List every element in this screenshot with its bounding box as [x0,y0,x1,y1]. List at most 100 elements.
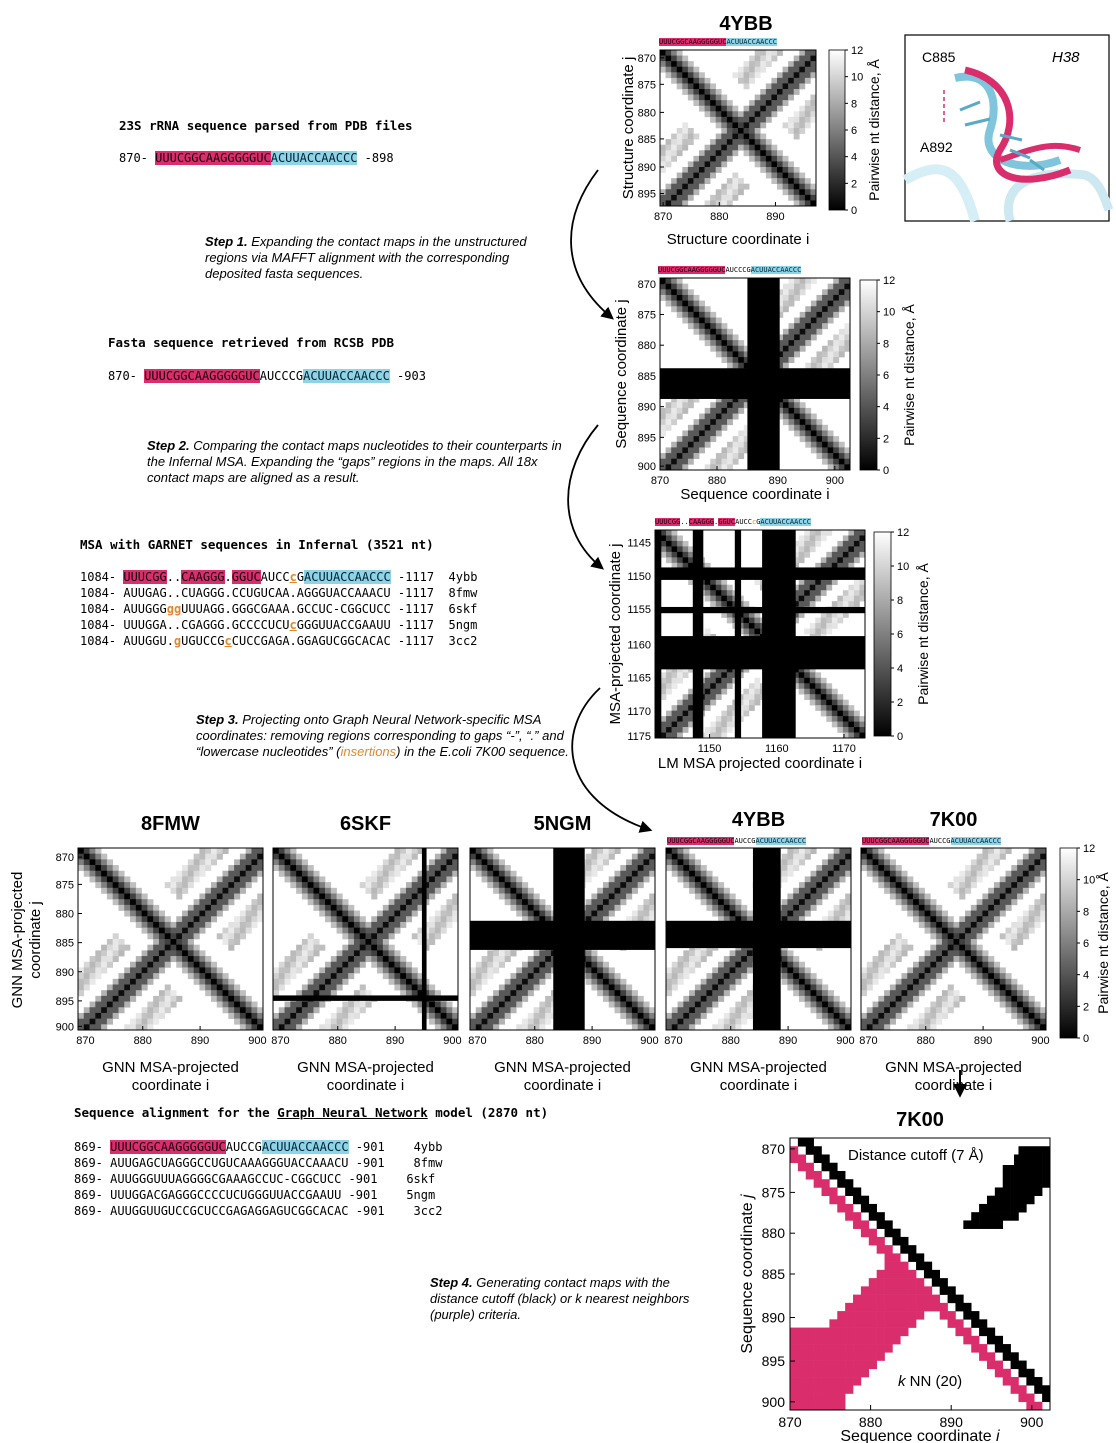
heatmap-cell [809,584,816,591]
heatmap-cell [930,944,937,951]
heatmap-cell [290,956,297,963]
heatmap-cell [660,419,666,426]
heatmap-cell [845,893,852,900]
heatmap-cell [793,200,800,207]
heatmap-cell [993,995,1001,1002]
heatmap-cell [838,300,845,307]
heatmap-cell [602,899,610,906]
heatmap-cell [721,396,728,403]
heatmap-cell [446,1012,453,1019]
heatmap-cell [715,334,722,341]
heatmap-cell [694,893,701,900]
heatmap-cell [677,859,684,866]
heatmap-cell [793,61,800,68]
heatmap-cell [866,1024,873,1031]
heatmap-cell [901,876,908,883]
heatmap-cell [429,876,436,883]
heatmap-cell [848,716,855,722]
heatmap-cell [735,950,742,957]
heatmap-cell [682,178,689,185]
heatmap-cell [827,1001,834,1008]
heatmap-cell [918,956,925,963]
heatmap-cell [809,579,816,586]
heatmap-cell [411,990,418,997]
heatmap-cell [687,424,694,431]
heatmap-cell [895,944,902,951]
heatmap-cell [677,853,684,860]
heatmap-cell [853,710,860,717]
heatmap-cell [878,1007,885,1014]
heatmap-cell [487,848,494,854]
heatmap-cell [371,893,378,900]
heatmap-cell [837,595,844,602]
heatmap-cell [411,978,418,985]
heatmap-cell [845,1018,852,1025]
heatmap-cell [777,172,783,179]
heatmap-cell [222,984,229,991]
heatmap-cell [793,562,799,569]
heatmap-cell [794,317,801,324]
heatmap-cell [805,311,812,318]
heatmap-cell [164,950,171,957]
heatmap-cell [839,876,846,883]
heatmap-cell [677,546,683,553]
heatmap-cell [510,899,517,906]
heatmap-cell [400,916,407,923]
heatmap-cell [820,530,827,536]
gap-band-horizontal [655,636,865,670]
heatmap-cell [884,887,891,894]
heatmap-cell [805,413,812,420]
heatmap-cell [677,848,684,854]
heatmap-cell [631,910,638,917]
heatmap-cell [487,1024,494,1031]
heatmap-cell [141,904,148,911]
heatmap-cell [210,990,218,997]
heatmap-cell [608,978,615,985]
heatmap-cell [199,870,206,877]
heatmap-cell [682,447,689,454]
heatmap-cell [493,1007,500,1014]
heatmap-cell [924,1024,931,1031]
heatmap-cell [245,921,252,928]
heatmap-cell [710,155,717,162]
heatmap-cell [411,882,418,889]
heatmap-cell [788,116,795,123]
colorbar-tick-label: 2 [897,697,903,709]
heatmap-cell [831,557,838,564]
heatmap-cell [715,584,722,591]
heatmap-cell [710,340,717,347]
heatmap-cell [411,893,418,900]
heatmap-cell [699,167,705,173]
heatmap-cell [193,927,200,934]
heatmap-cell [794,294,801,301]
heatmap-cell [895,995,902,1002]
heatmap-cell [859,546,866,553]
heatmap-cell [533,916,540,923]
heatmap-cell [798,967,806,974]
binary-cell [986,1203,996,1213]
heatmap-cell [842,699,849,706]
heatmap-cell [325,904,332,911]
heatmap-cell [239,882,246,889]
heatmap-cell [793,584,799,591]
heatmap-cell [804,990,811,997]
heatmap-cell [475,848,482,854]
heatmap-cell [278,1018,285,1025]
y-tick-label: 890 [56,967,74,979]
heatmap-cell [89,967,96,974]
heatmap-cell [660,458,666,465]
heatmap-cell [924,967,931,974]
heatmap-cell [699,155,705,162]
heatmap-cell [643,870,650,877]
heatmap-cell [732,139,739,146]
heatmap-cell [1028,1018,1035,1025]
binary-cell [923,1294,933,1304]
heatmap-cell [924,956,931,963]
heatmap-cell [907,882,914,889]
binary-cell [884,1278,893,1287]
colorbar-tick-label: 6 [1083,938,1089,950]
heatmap-cell [182,939,189,945]
heatmap-cell [301,984,308,991]
heatmap-cell [377,887,384,894]
heatmap-cell [924,910,931,917]
